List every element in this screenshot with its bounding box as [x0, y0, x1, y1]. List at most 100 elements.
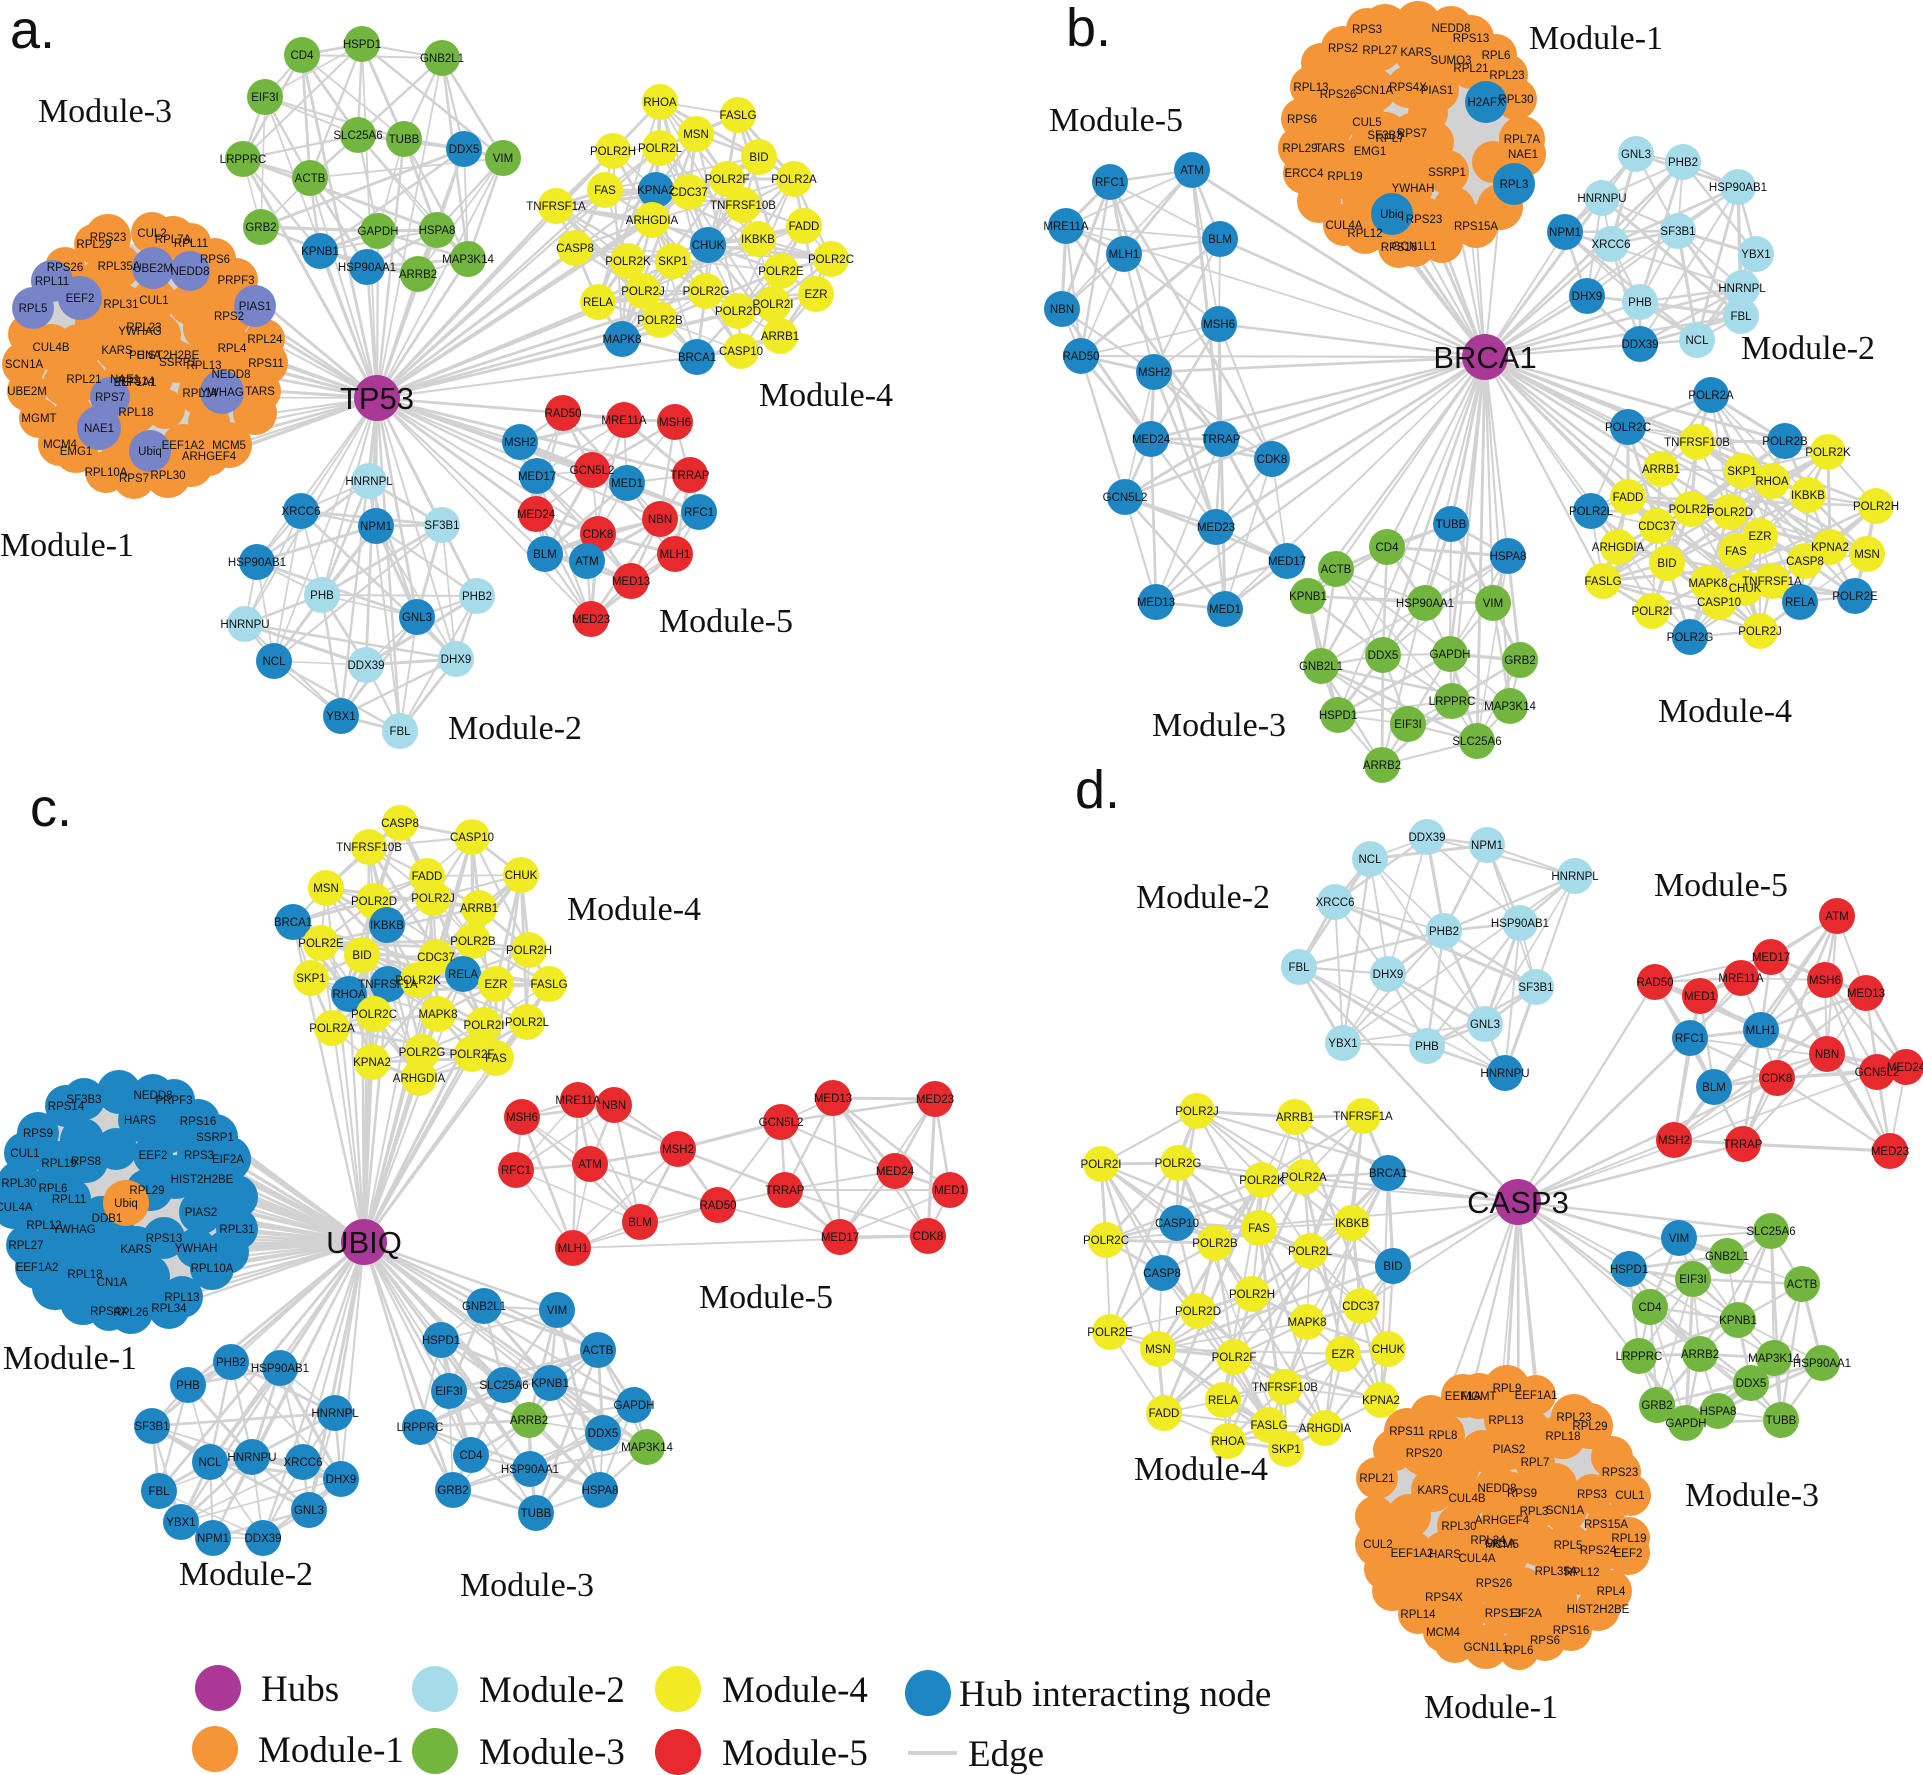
- svg-text:RELA: RELA: [1208, 1395, 1238, 1407]
- svg-text:PIAS1: PIAS1: [239, 301, 272, 313]
- svg-text:RPS2: RPS2: [1328, 43, 1358, 55]
- svg-text:CD4: CD4: [290, 50, 314, 62]
- svg-text:CDK8: CDK8: [913, 1231, 944, 1243]
- svg-text:EEF2: EEF2: [66, 293, 95, 305]
- svg-text:POLR2B: POLR2B: [1762, 436, 1808, 448]
- svg-text:RPL14: RPL14: [182, 388, 218, 400]
- svg-text:CUL5: CUL5: [1352, 117, 1381, 129]
- svg-text:POLR2F: POLR2F: [1669, 504, 1714, 516]
- svg-text:POLR2K: POLR2K: [395, 975, 441, 987]
- svg-text:FASLG: FASLG: [1584, 576, 1621, 588]
- svg-text:FADD: FADD: [1613, 492, 1644, 504]
- svg-text:ARRB1: ARRB1: [1642, 464, 1680, 476]
- svg-text:MED13: MED13: [1847, 988, 1885, 1000]
- svg-text:RHOA: RHOA: [1755, 476, 1789, 488]
- svg-text:RPL7: RPL7: [1376, 133, 1405, 145]
- svg-text:POLR2B: POLR2B: [450, 936, 496, 948]
- svg-text:RPL19: RPL19: [41, 1158, 76, 1170]
- svg-text:BRCA1: BRCA1: [1369, 1168, 1407, 1180]
- svg-text:KPNA2: KPNA2: [1362, 1395, 1400, 1407]
- svg-text:MAP3K14: MAP3K14: [442, 254, 494, 266]
- svg-text:POLR2F: POLR2F: [450, 1049, 495, 1061]
- svg-text:MED1: MED1: [934, 1185, 966, 1197]
- svg-text:ARHGDIA: ARHGDIA: [393, 1073, 446, 1085]
- svg-text:HARS: HARS: [124, 1115, 156, 1127]
- svg-text:RPL34: RPL34: [1470, 1535, 1506, 1547]
- svg-text:MSH6: MSH6: [1203, 319, 1235, 331]
- svg-text:BLM: BLM: [628, 1217, 652, 1229]
- svg-text:NEDD8: NEDD8: [1478, 1483, 1517, 1495]
- svg-text:Module-3: Module-3: [479, 1732, 625, 1773]
- svg-text:RPS16: RPS16: [1381, 242, 1417, 254]
- svg-text:CASP10: CASP10: [450, 832, 494, 844]
- svg-text:MSN: MSN: [1145, 1344, 1171, 1356]
- svg-text:EEF1A2: EEF1A2: [16, 1262, 59, 1274]
- svg-text:MGMT: MGMT: [1461, 1391, 1496, 1403]
- svg-text:CD4: CD4: [459, 1450, 483, 1462]
- svg-text:MAP3K14: MAP3K14: [1484, 701, 1536, 713]
- svg-text:HIST2H2BE: HIST2H2BE: [171, 1174, 234, 1186]
- svg-text:EIF3I: EIF3I: [435, 1386, 462, 1398]
- svg-text:GCN5L2: GCN5L2: [1855, 1067, 1900, 1079]
- svg-text:Module-4: Module-4: [1134, 1451, 1268, 1488]
- svg-text:POLR2A: POLR2A: [1281, 1172, 1327, 1184]
- svg-text:BLM: BLM: [533, 549, 557, 561]
- svg-text:Module-1: Module-1: [3, 1340, 137, 1377]
- svg-text:HSP90AA1: HSP90AA1: [338, 262, 396, 274]
- svg-text:MED13: MED13: [612, 576, 650, 588]
- svg-text:VIM: VIM: [1669, 1233, 1689, 1245]
- svg-text:Module-5: Module-5: [659, 603, 793, 640]
- svg-text:MED24: MED24: [1132, 434, 1171, 446]
- svg-text:HSPD1: HSPD1: [1319, 710, 1357, 722]
- svg-text:NCL: NCL: [198, 1457, 222, 1469]
- svg-text:TUBB: TUBB: [389, 134, 420, 146]
- svg-text:CUL1: CUL1: [139, 295, 168, 307]
- svg-text:POLR2C: POLR2C: [1605, 422, 1651, 434]
- svg-text:BRCA1: BRCA1: [1433, 340, 1536, 375]
- svg-text:CASP8: CASP8: [556, 243, 594, 255]
- svg-text:POLR2E: POLR2E: [1087, 1327, 1133, 1339]
- svg-text:CDC37: CDC37: [417, 952, 455, 964]
- svg-text:MED1: MED1: [1209, 604, 1241, 616]
- svg-text:POLR2I: POLR2I: [1081, 1159, 1122, 1171]
- svg-text:EEF2: EEF2: [1614, 1548, 1643, 1560]
- svg-text:HIST2H2BE: HIST2H2BE: [137, 350, 200, 362]
- svg-text:PRPF3: PRPF3: [155, 1095, 192, 1107]
- svg-text:PIAS1: PIAS1: [1421, 85, 1454, 97]
- svg-text:RPL10A: RPL10A: [85, 467, 128, 479]
- svg-text:ATM: ATM: [1180, 165, 1203, 177]
- svg-text:EEF1A2: EEF1A2: [162, 440, 205, 452]
- svg-text:CUL4A: CUL4A: [0, 1202, 33, 1214]
- svg-text:MLH1: MLH1: [558, 1243, 589, 1255]
- svg-text:RPS26: RPS26: [1320, 89, 1356, 101]
- svg-text:XRCC6: XRCC6: [284, 1457, 323, 1469]
- svg-text:RPL5: RPL5: [1554, 1540, 1583, 1552]
- svg-text:IKBKB: IKBKB: [1791, 490, 1825, 502]
- svg-text:DDX39: DDX39: [1621, 339, 1658, 351]
- svg-text:POLR2J: POLR2J: [1175, 1106, 1218, 1118]
- svg-text:d.: d.: [1075, 760, 1120, 820]
- svg-text:MED17: MED17: [821, 1232, 859, 1244]
- svg-text:POLR2H: POLR2H: [506, 945, 552, 957]
- svg-text:IKBKB: IKBKB: [1335, 1218, 1369, 1230]
- svg-text:DDX5: DDX5: [1368, 650, 1399, 662]
- svg-text:EEF1A1: EEF1A1: [114, 377, 157, 389]
- svg-text:TRRAP: TRRAP: [1724, 1139, 1763, 1151]
- svg-text:POLR2I: POLR2I: [753, 299, 794, 311]
- svg-text:YWHAG: YWHAG: [52, 1224, 96, 1236]
- svg-text:EZR: EZR: [485, 979, 508, 991]
- svg-text:EEF2: EEF2: [139, 1150, 168, 1162]
- svg-text:RPS16: RPS16: [1553, 1625, 1589, 1637]
- svg-text:XRCC6: XRCC6: [1592, 239, 1631, 251]
- svg-text:NEDD8: NEDD8: [134, 1090, 173, 1102]
- svg-text:POLR2C: POLR2C: [351, 1009, 397, 1021]
- svg-text:GCN1L1: GCN1L1: [1464, 1642, 1509, 1654]
- svg-text:RPL30: RPL30: [150, 470, 185, 482]
- svg-text:CHUK: CHUK: [692, 240, 725, 252]
- svg-text:CDC37: CDC37: [1342, 1301, 1380, 1313]
- svg-text:RPL23: RPL23: [126, 322, 161, 334]
- svg-text:MSH2: MSH2: [1658, 1135, 1690, 1147]
- svg-text:FAS: FAS: [1248, 1223, 1270, 1235]
- svg-text:RPL12: RPL12: [26, 1220, 61, 1232]
- svg-text:RHOA: RHOA: [643, 97, 677, 109]
